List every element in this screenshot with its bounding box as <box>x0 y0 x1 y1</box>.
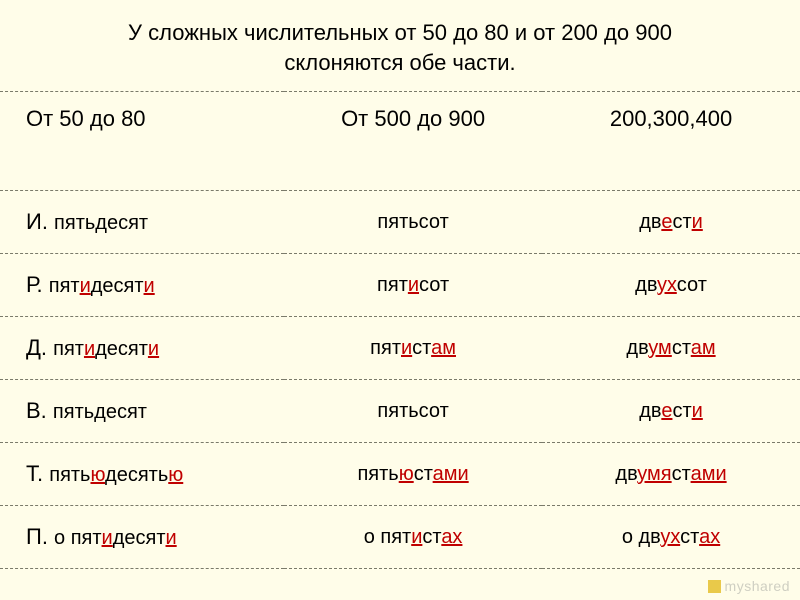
cell-gen-50: Р. пятидесяти <box>0 254 284 317</box>
word: пятьюдесятью <box>49 464 183 486</box>
word: пятьдесят <box>54 212 148 234</box>
cell-gen-200: двухсот <box>542 254 800 317</box>
word: пятидесяти <box>49 275 155 297</box>
word: пятьсот <box>377 400 448 422</box>
declension-table: От 50 до 80 От 500 до 900 200,300,400 И.… <box>0 91 800 569</box>
word: о двухстах <box>622 526 720 548</box>
cell-nom-500: пятьсот <box>284 191 542 254</box>
cell-prep-200: о двухстах <box>542 506 800 569</box>
word: пятистам <box>370 337 456 359</box>
word: двести <box>639 400 703 422</box>
cell-prep-50: П. о пятидесяти <box>0 506 284 569</box>
slide-page: У сложных числительных от 50 до 80 и от … <box>0 0 800 600</box>
title-line2: склоняются обе части. <box>284 50 515 75</box>
case-label-nom: И. <box>26 209 54 234</box>
case-label-gen: Р. <box>26 272 49 297</box>
word: двумястами <box>615 463 726 485</box>
cell-ins-500: пятьюстами <box>284 443 542 506</box>
case-label-acc: В. <box>26 398 53 423</box>
table-header-row: От 50 до 80 От 500 до 900 200,300,400 <box>0 92 800 191</box>
row-dative: Д. пятидесяти пятистам двумстам <box>0 317 800 380</box>
watermark-text: myshared <box>725 578 790 594</box>
word: двумстам <box>626 337 715 359</box>
row-genitive: Р. пятидесяти пятисот двухсот <box>0 254 800 317</box>
header-col-200-400: 200,300,400 <box>542 92 800 191</box>
word: двести <box>639 211 703 233</box>
title-line1: У сложных числительных от 50 до 80 и от … <box>128 20 672 45</box>
cell-acc-500: пятьсот <box>284 380 542 443</box>
cell-dat-500: пятистам <box>284 317 542 380</box>
cell-dat-50: Д. пятидесяти <box>0 317 284 380</box>
cell-nom-50: И. пятьдесят <box>0 191 284 254</box>
row-prepositional: П. о пятидесяти о пятистах о двухстах <box>0 506 800 569</box>
cell-nom-200: двести <box>542 191 800 254</box>
cell-ins-200: двумястами <box>542 443 800 506</box>
cell-gen-500: пятисот <box>284 254 542 317</box>
cell-acc-200: двести <box>542 380 800 443</box>
word: двухсот <box>635 274 707 296</box>
case-label-ins: Т. <box>26 461 49 486</box>
watermark: myshared <box>708 578 790 594</box>
word: пятьдесят <box>53 401 147 423</box>
word: о пятидесяти <box>54 527 177 549</box>
word: о пятистах <box>364 526 463 548</box>
cell-prep-500: о пятистах <box>284 506 542 569</box>
watermark-square-icon <box>708 580 721 593</box>
word: пятидесяти <box>53 338 159 360</box>
case-label-dat: Д. <box>26 335 53 360</box>
header-col-500-900: От 500 до 900 <box>284 92 542 191</box>
row-accusative: В. пятьдесят пятьсот двести <box>0 380 800 443</box>
slide-title: У сложных числительных от 50 до 80 и от … <box>0 0 800 91</box>
word: пятьсот <box>377 211 448 233</box>
row-instrumental: Т. пятьюдесятью пятьюстами двумястами <box>0 443 800 506</box>
cell-dat-200: двумстам <box>542 317 800 380</box>
case-label-prep: П. <box>26 524 54 549</box>
word: пятисот <box>377 274 449 296</box>
word: пятьюстами <box>357 463 468 485</box>
row-nominative: И. пятьдесят пятьсот двести <box>0 191 800 254</box>
cell-acc-50: В. пятьдесят <box>0 380 284 443</box>
cell-ins-50: Т. пятьюдесятью <box>0 443 284 506</box>
header-col-50-80: От 50 до 80 <box>0 92 284 191</box>
